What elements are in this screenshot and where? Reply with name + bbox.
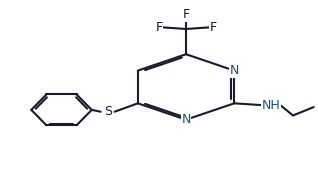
- Text: NH: NH: [261, 99, 280, 112]
- Text: S: S: [104, 105, 112, 118]
- Text: F: F: [210, 21, 217, 34]
- Text: N: N: [181, 113, 191, 126]
- Text: N: N: [230, 64, 239, 77]
- Text: F: F: [183, 8, 190, 22]
- Text: F: F: [156, 21, 162, 34]
